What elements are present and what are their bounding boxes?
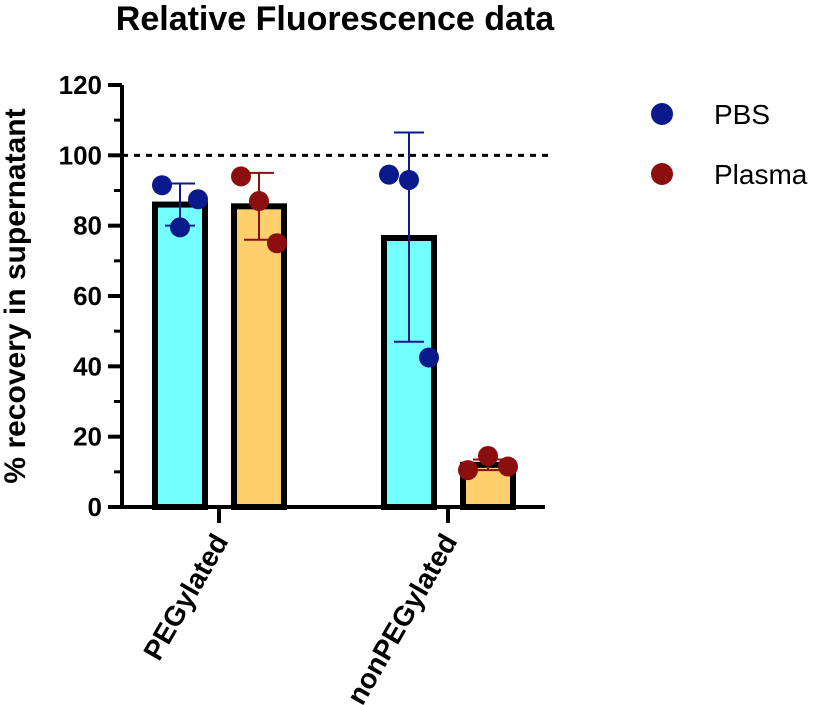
x-tick-label: PEGylated [137, 529, 234, 666]
chart-title: Relative Fluorescence data [116, 0, 556, 38]
y-axis-label: % recovery in supernatant [0, 108, 32, 483]
data-point [231, 166, 251, 187]
data-point [170, 217, 190, 238]
y-tick-label: 0 [88, 492, 102, 522]
legend-marker [651, 103, 673, 125]
data-point [152, 175, 172, 196]
data-point [249, 191, 269, 212]
data-point [379, 164, 399, 185]
data-point [498, 456, 518, 477]
y-tick-label: 40 [73, 351, 102, 381]
x-tick-label: nonPEGylated [341, 529, 464, 705]
legend: PBS Plasma [651, 99, 808, 190]
data-point [458, 460, 478, 481]
bar [152, 201, 208, 510]
data-point [419, 347, 439, 368]
y-tick-label: 60 [73, 281, 102, 311]
legend-label: PBS [714, 99, 770, 130]
legend-label: Plasma [714, 159, 808, 190]
y-tick-label: 80 [73, 211, 102, 241]
legend-marker [651, 163, 673, 185]
y-tick-label: 100 [59, 140, 102, 170]
y-tick-label: 20 [73, 422, 102, 452]
data-point [267, 233, 287, 254]
data-point [478, 446, 498, 467]
y-tick-label: 120 [59, 70, 102, 100]
data-point [188, 189, 208, 210]
data-point [399, 169, 419, 190]
plot-area: 0 20 40 60 80 100 120 PEGylated nonPEGylated [59, 70, 552, 705]
